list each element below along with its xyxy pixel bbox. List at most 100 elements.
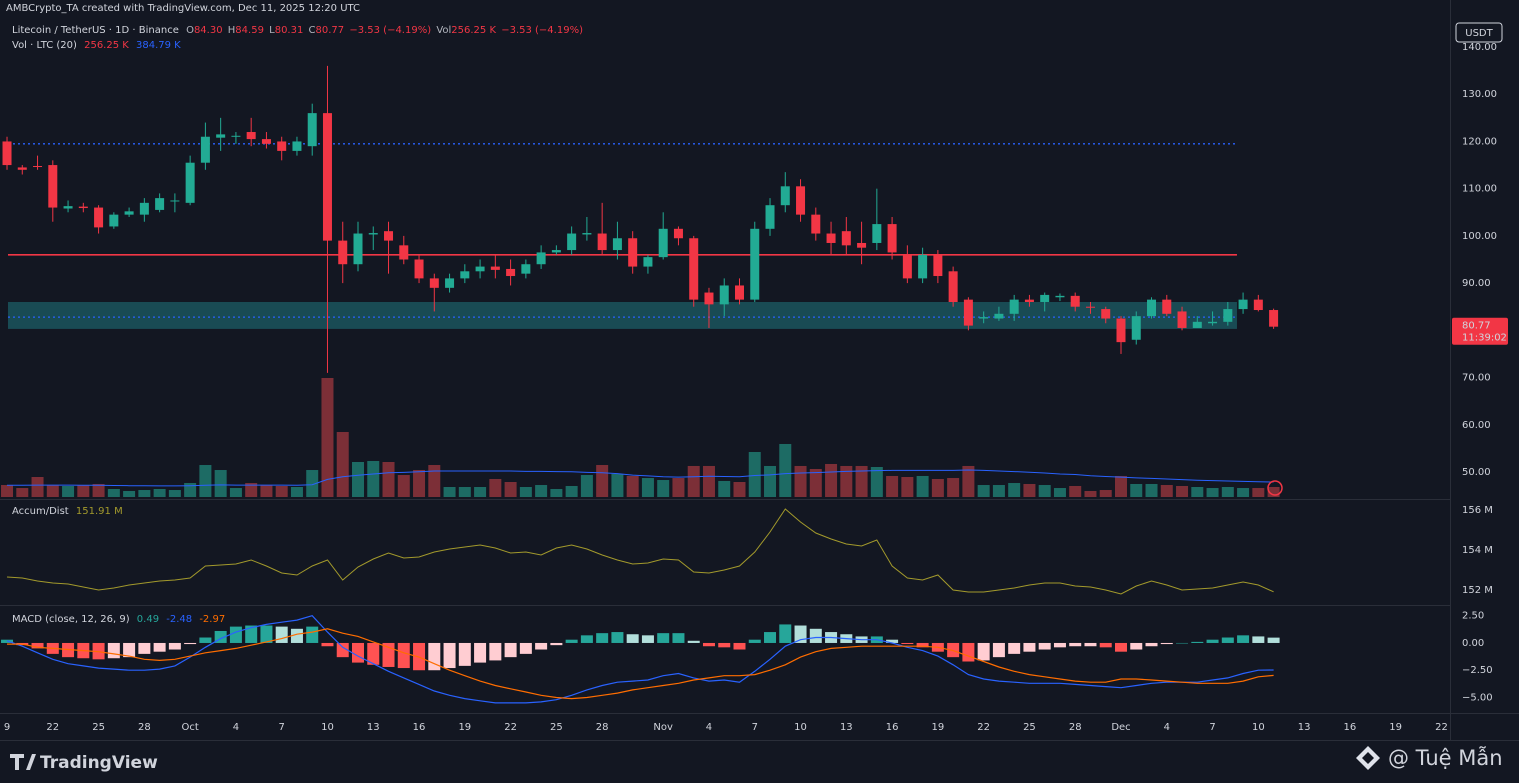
y-tick-label: −5.00 [1462, 692, 1493, 703]
macd-hist-bar [764, 632, 777, 643]
macd-hist-bar [1069, 642, 1082, 647]
volume-bar [1023, 483, 1036, 497]
macd-hist-bar [901, 642, 914, 645]
macd-hist-bar [580, 635, 593, 643]
macd-hist-bar [1145, 642, 1158, 647]
volume-bar [519, 486, 532, 497]
macd-hist-bar [138, 642, 151, 654]
currency-box[interactable] [1455, 22, 1503, 43]
candle-body [307, 113, 317, 147]
candle-body [948, 271, 958, 302]
volume-bar [611, 473, 624, 497]
x-tick-label: 19 [932, 722, 945, 733]
x-tick-label: 28 [1069, 722, 1082, 733]
macd-hist-bar [428, 642, 441, 671]
x-tick-label: 7 [752, 722, 758, 733]
macd-hist-bar [474, 642, 487, 663]
macd-hist-bar [748, 639, 761, 643]
ohlc-key: L [269, 25, 275, 36]
macd-hist-bar [611, 632, 624, 643]
candle-body [689, 238, 699, 300]
ad-value: 151.91 M [76, 506, 123, 517]
volume-bar [336, 431, 349, 497]
x-tick-label: 13 [367, 722, 380, 733]
x-tick-label: 13 [840, 722, 853, 733]
volume-bar [1237, 488, 1250, 497]
macd-hist-bar [199, 637, 212, 643]
brand: TradingView [40, 753, 158, 773]
candle-body [94, 207, 104, 228]
volume-bar [764, 465, 777, 497]
volume-bar [1191, 486, 1204, 497]
macd-hist-bar [245, 625, 258, 643]
x-tick-label: 22 [977, 722, 990, 733]
ohlc-value: 80.31 [275, 25, 304, 36]
alert-icon[interactable] [1267, 480, 1283, 496]
candle-body [155, 198, 165, 210]
watermark: @ Tuệ Mẫn [1388, 745, 1503, 770]
volume-bar [1160, 485, 1173, 497]
macd-hist-bar [794, 625, 807, 643]
x-tick-label: 4 [706, 722, 712, 733]
candle-body [1116, 318, 1126, 343]
change: −3.53 (−4.19%) [349, 25, 431, 36]
volume-legend: Vol · LTC (20) 256.25 K 384.79 K [12, 40, 181, 51]
candle-body [1208, 321, 1218, 324]
y-tick-label: 60.00 [1462, 420, 1491, 431]
x-tick-label: 10 [1252, 722, 1265, 733]
volume-bar [931, 478, 944, 497]
candle-body [994, 313, 1004, 319]
volume-bar [580, 475, 593, 497]
volume-bar [886, 475, 899, 497]
macd-hist-bar [992, 642, 1005, 658]
volume-bar [1145, 483, 1158, 497]
volume-bar [870, 466, 883, 497]
x-tick-label: 22 [504, 722, 517, 733]
candle-body [765, 205, 775, 229]
x-tick-label: 13 [1298, 722, 1311, 733]
candle-body [551, 250, 561, 253]
candle-body [292, 141, 302, 151]
macd-hist-bar [153, 642, 166, 652]
macd-hist-bar [1206, 639, 1219, 643]
support-zone [8, 301, 1237, 329]
macd-hist-bar [1099, 642, 1112, 648]
candle-body [506, 268, 516, 277]
x-tick-label: 25 [1023, 722, 1036, 733]
volume-bar [16, 488, 29, 497]
candle-body [1162, 299, 1172, 314]
candle-body [582, 233, 592, 235]
candle-body [719, 285, 729, 305]
vol-value: 256.25 K [451, 25, 496, 36]
candle-body [384, 231, 394, 241]
macd-legend: MACD (close, 12, 26, 9) 0.49 -2.48 -2.97 [12, 614, 225, 625]
macd-hist-bar [702, 642, 715, 647]
volume-bar [504, 481, 517, 497]
volume-bar [1252, 488, 1265, 497]
candle-body [1177, 311, 1187, 328]
macd-hist-bar [31, 642, 44, 649]
macd-hist-bar [397, 642, 410, 669]
candle-body [1269, 310, 1279, 327]
volume-value: 256.25 K [84, 40, 129, 51]
macd-hist-bar [1252, 636, 1265, 643]
currency[interactable]: USDT [1465, 28, 1493, 39]
macd-hist-bar [672, 633, 685, 643]
volume-bar [382, 461, 395, 497]
volume-bar [840, 465, 853, 497]
volume-bar [550, 488, 563, 497]
x-tick-label: 7 [279, 722, 285, 733]
volume-bar [535, 485, 548, 497]
volume-bar [275, 485, 288, 497]
volume-bar [260, 485, 273, 497]
x-tick-label: Dec [1111, 722, 1130, 733]
volume-title: Vol · LTC (20) [12, 40, 77, 51]
volume-bar [428, 465, 441, 497]
candle-body [445, 278, 455, 288]
x-tick-label: 22 [46, 722, 59, 733]
ohlc-key: C [309, 25, 316, 36]
volume-ma [7, 469, 1274, 487]
candle-body [139, 202, 149, 215]
